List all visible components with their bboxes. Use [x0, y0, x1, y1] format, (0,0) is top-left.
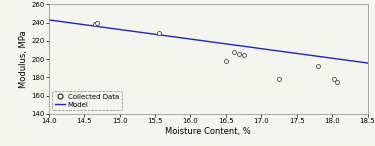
Point [94, 21, 100, 24]
X-axis label: Moisture Content, %: Moisture Content, % [165, 127, 251, 136]
Point [223, 60, 229, 62]
Point [92, 23, 98, 26]
Point [276, 78, 282, 80]
Legend: Collected Data, Model: Collected Data, Model [52, 91, 122, 110]
Point [156, 32, 162, 34]
Point [236, 53, 242, 55]
Point [330, 78, 336, 80]
Y-axis label: Modulus, MPa: Modulus, MPa [19, 30, 28, 88]
Point [231, 51, 237, 53]
Point [334, 81, 340, 83]
Point [240, 53, 246, 56]
Point [315, 64, 321, 67]
